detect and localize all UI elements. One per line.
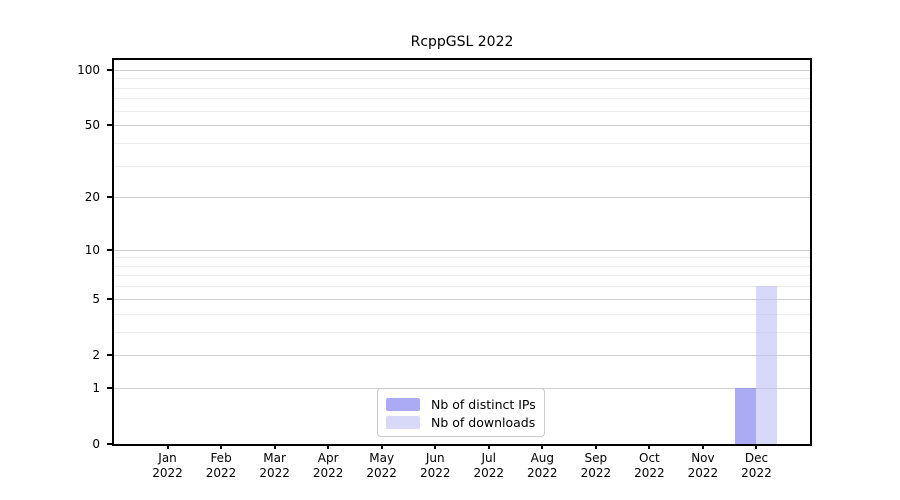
gridline-minor — [114, 87, 810, 89]
x-tick-label-year: 2022 — [741, 466, 772, 480]
legend-label-downloads: Nb of downloads — [431, 414, 536, 430]
x-tick-label: Dec 2022 — [716, 451, 796, 481]
chart-title: RcppGSL 2022 — [410, 34, 514, 50]
x-tick-label-year: 2022 — [259, 466, 290, 480]
bar-distinct-ips — [735, 387, 757, 444]
x-tick-label: Nov 2022 — [663, 451, 743, 481]
gridline-minor — [114, 265, 810, 267]
y-tick-mark — [107, 124, 113, 127]
x-tick-label-month: Nov — [691, 451, 715, 465]
y-tick-mark — [107, 68, 113, 71]
x-tick-label-year: 2022 — [152, 466, 183, 480]
legend-row-distinct-ips: Nb of distinct IPs — [386, 395, 536, 413]
x-tick-label: Sep 2022 — [556, 451, 636, 481]
gridline-minor — [114, 98, 810, 100]
y-tick-label: 10 — [84, 242, 100, 257]
y-tick-label: 0 — [92, 437, 100, 451]
gridline-minor — [114, 331, 810, 333]
legend: Nb of distinct IPs Nb of downloads — [377, 388, 545, 437]
y-tick-label: 100 — [77, 62, 100, 77]
x-tick-mark — [380, 444, 383, 449]
x-tick-label-month: Mar — [263, 451, 286, 465]
x-tick-label: Jan 2022 — [128, 451, 208, 481]
x-tick-label-year: 2022 — [312, 466, 344, 480]
y-tick-mark — [107, 248, 113, 251]
x-tick-label-month: Dec — [744, 451, 769, 465]
x-tick-label-month: Oct — [639, 451, 660, 465]
x-tick-label: Mar 2022 — [235, 451, 315, 481]
x-tick-label-year: 2022 — [527, 466, 558, 480]
x-tick-label-month: May — [369, 451, 395, 465]
legend-swatch-distinct-ips — [386, 397, 420, 411]
x-tick-mark — [701, 444, 704, 449]
x-tick-label-year: 2022 — [419, 466, 451, 480]
gridline-major — [114, 69, 810, 71]
x-tick-label: Jun 2022 — [395, 451, 475, 481]
x-tick-label-month: Apr — [317, 451, 339, 465]
y-tick-mark — [107, 353, 113, 356]
x-tick-label-year: 2022 — [580, 466, 612, 480]
y-tick-mark — [107, 196, 113, 199]
x-tick-label-year: 2022 — [634, 466, 665, 480]
gridline-minor — [114, 313, 810, 315]
y-tick-label: 1 — [92, 380, 100, 395]
x-tick-mark — [755, 444, 758, 449]
y-tick-mark — [107, 297, 113, 300]
x-tick-mark — [166, 444, 169, 449]
x-tick-label: Feb 2022 — [181, 451, 261, 481]
x-tick-label-month: Jul — [481, 451, 496, 465]
legend-label-distinct-ips: Nb of distinct IPs — [431, 396, 536, 412]
bar-downloads — [756, 286, 778, 444]
x-tick-mark — [541, 444, 544, 449]
x-tick-mark — [273, 444, 276, 449]
gridline-minor — [114, 78, 810, 80]
x-tick-label: Apr 2022 — [288, 451, 368, 481]
y-tick-mark — [107, 443, 113, 445]
x-tick-mark — [487, 444, 490, 449]
gridline-minor — [114, 142, 810, 144]
gridline-major — [114, 298, 810, 300]
x-tick-label-month: Sep — [584, 451, 608, 465]
gridline-minor — [114, 165, 810, 167]
x-tick-label: May 2022 — [342, 451, 422, 481]
x-tick-label-year: 2022 — [473, 466, 505, 480]
gridline-major — [114, 125, 810, 127]
y-tick-label: 20 — [84, 190, 100, 205]
gridline-minor — [114, 110, 810, 112]
x-tick-mark — [594, 444, 597, 449]
gridline-major — [114, 197, 810, 199]
gridline-minor — [114, 257, 810, 259]
y-tick-label: 5 — [92, 291, 100, 306]
x-tick-mark — [220, 444, 223, 449]
x-tick-label-month: Jan — [158, 451, 177, 465]
x-tick-label-year: 2022 — [205, 466, 237, 480]
y-tick-mark — [107, 386, 113, 389]
y-tick-label: 50 — [84, 118, 100, 133]
x-tick-label-year: 2022 — [366, 466, 397, 480]
gridline-major — [114, 249, 810, 251]
x-tick-mark — [648, 444, 651, 449]
x-tick-label-year: 2022 — [687, 466, 719, 480]
gridline-major — [114, 354, 810, 356]
gridline-minor — [114, 286, 810, 288]
gridline-minor — [114, 275, 810, 277]
x-tick-label: Jul 2022 — [449, 451, 529, 481]
x-tick-mark — [434, 444, 437, 449]
x-tick-label: Oct 2022 — [609, 451, 689, 481]
x-tick-mark — [327, 444, 330, 449]
legend-swatch-downloads — [386, 415, 420, 429]
y-tick-label: 2 — [92, 347, 100, 362]
x-tick-label-month: Feb — [210, 451, 232, 465]
x-tick-label-month: Aug — [530, 451, 555, 465]
plot-area: Nb of distinct IPs Nb of downloads — [112, 58, 812, 446]
x-tick-label-month: Jun — [425, 451, 445, 465]
x-tick-label: Aug 2022 — [502, 451, 582, 481]
legend-row-downloads: Nb of downloads — [386, 413, 536, 431]
